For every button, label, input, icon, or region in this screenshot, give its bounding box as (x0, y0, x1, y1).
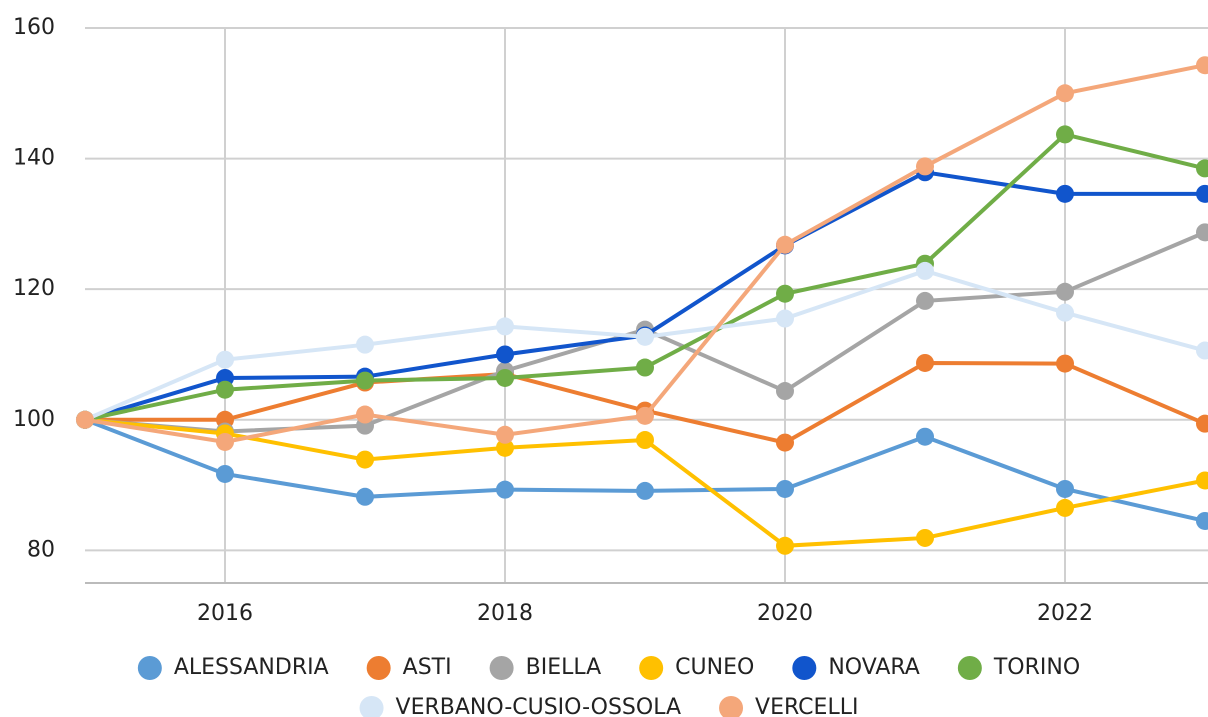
data-point (636, 327, 654, 346)
x-tick-label: 2020 (757, 601, 813, 626)
data-point (216, 380, 234, 399)
data-point (916, 157, 934, 176)
y-tick-label: 160 (13, 15, 55, 40)
legend-marker (137, 656, 162, 680)
data-point (1056, 354, 1074, 373)
legend-marker (639, 656, 664, 680)
data-point (1056, 479, 1074, 498)
legend-marker (792, 656, 817, 680)
y-tick-label: 140 (13, 146, 55, 171)
data-point (916, 291, 934, 310)
data-point (1196, 56, 1208, 75)
data-point (216, 464, 234, 483)
legend-item: CUNEO (639, 655, 754, 680)
data-point (1056, 184, 1074, 203)
legend-item: VERBANO-CUSIO-OSSOLA (359, 695, 681, 717)
legend-label: CUNEO (675, 655, 754, 680)
data-point (1196, 184, 1208, 203)
data-point (636, 481, 654, 500)
legend-label: VERCELLI (755, 695, 858, 717)
data-point (776, 235, 794, 254)
data-point (636, 431, 654, 450)
series-line (84, 63, 1206, 444)
legend-item: VERCELLI (719, 695, 858, 717)
x-tick-label: 2022 (1037, 601, 1093, 626)
data-point (916, 427, 934, 446)
data-point (916, 261, 934, 280)
data-point (916, 528, 934, 547)
legend-item: NOVARA (792, 655, 920, 680)
y-tick-label: 80 (27, 537, 55, 562)
data-point (356, 405, 374, 424)
legend-label: NOVARA (828, 655, 920, 680)
data-point (356, 487, 374, 506)
data-point (496, 368, 514, 387)
data-point (1196, 223, 1208, 242)
y-tick-label: 100 (13, 407, 55, 432)
data-point (1196, 471, 1208, 490)
data-point (776, 433, 794, 452)
data-point (1196, 159, 1208, 178)
legend-label: ASTI (403, 655, 452, 680)
data-point (496, 345, 514, 364)
data-point (1056, 282, 1074, 301)
x-tick-label: 2018 (477, 601, 533, 626)
data-point (1196, 511, 1208, 530)
data-point (496, 438, 514, 457)
data-point (776, 309, 794, 328)
legend-marker (366, 656, 391, 680)
legend-item: TORINO (957, 655, 1080, 680)
legend-marker (719, 696, 744, 717)
legend-label: BIELLA (526, 655, 602, 680)
data-point (1056, 498, 1074, 517)
legend-label: TORINO (993, 655, 1080, 680)
data-point (1196, 414, 1208, 433)
legend-item: ASTI (366, 655, 452, 680)
data-point (216, 432, 234, 451)
legend-label: VERBANO-CUSIO-OSSOLA (396, 695, 681, 717)
data-point (776, 536, 794, 555)
data-point (356, 371, 374, 390)
data-point (496, 425, 514, 444)
data-point (356, 335, 374, 354)
data-point (356, 450, 374, 469)
data-point (776, 284, 794, 303)
data-point (1056, 303, 1074, 322)
x-tick-label: 2016 (197, 601, 253, 626)
legend-item: ALESSANDRIA (137, 655, 329, 680)
data-point (1196, 341, 1208, 360)
data-point (916, 353, 934, 372)
legend-marker (957, 656, 982, 680)
data-point (776, 479, 794, 498)
data-point (496, 317, 514, 336)
legend-marker (359, 696, 384, 717)
y-tick-label: 120 (13, 276, 55, 301)
legend-marker (489, 656, 514, 680)
data-point (76, 410, 94, 429)
legend-label: ALESSANDRIA (174, 655, 329, 680)
legend-item: BIELLA (489, 655, 602, 680)
data-point (636, 406, 654, 425)
data-point (496, 480, 514, 499)
data-point (216, 350, 234, 369)
data-point (1056, 84, 1074, 103)
series-line (84, 170, 1205, 422)
data-point (636, 358, 654, 377)
data-point (776, 382, 794, 401)
data-point (1056, 125, 1074, 144)
